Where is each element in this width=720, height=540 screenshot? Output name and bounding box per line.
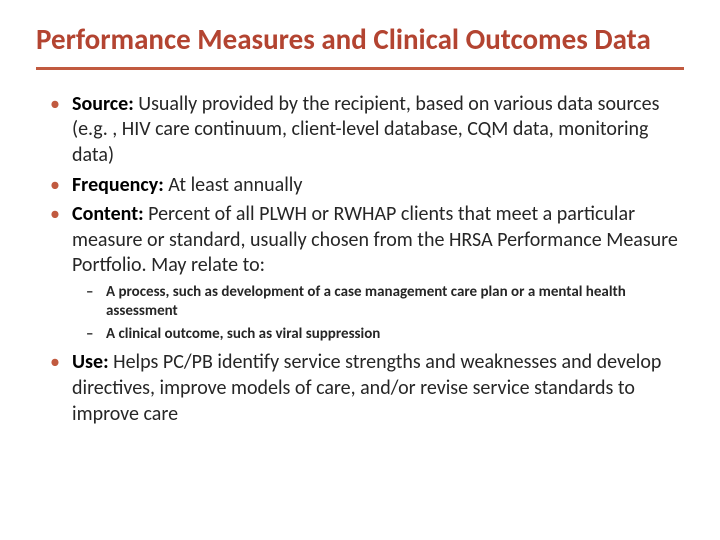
sub-list-item: A clinical outcome, such as viral suppre… <box>106 325 684 345</box>
item-label: Use: <box>72 350 109 374</box>
item-text: Helps PC/PB identify service strengths a… <box>72 350 661 425</box>
sub-list: A process, such as development of a case… <box>72 283 684 345</box>
item-label: Content: <box>72 202 144 226</box>
item-text: Percent of all PLWH or RWHAP clients tha… <box>72 202 678 277</box>
list-item: Use: Helps PC/PB identify service streng… <box>72 350 684 427</box>
slide-title: Performance Measures and Clinical Outcom… <box>36 22 684 57</box>
title-rule <box>36 67 684 70</box>
bullet-list: Source: Usually provided by the recipien… <box>36 92 684 427</box>
item-label: Source: <box>72 92 134 116</box>
list-item: Content: Percent of all PLWH or RWHAP cl… <box>72 202 684 344</box>
item-text: Usually provided by the recipient, based… <box>72 92 659 167</box>
item-text: At least annually <box>164 173 303 197</box>
item-label: Frequency: <box>72 173 164 197</box>
list-item: Frequency: At least annually <box>72 173 684 199</box>
sub-list-item: A process, such as development of a case… <box>106 283 684 322</box>
list-item: Source: Usually provided by the recipien… <box>72 92 684 169</box>
